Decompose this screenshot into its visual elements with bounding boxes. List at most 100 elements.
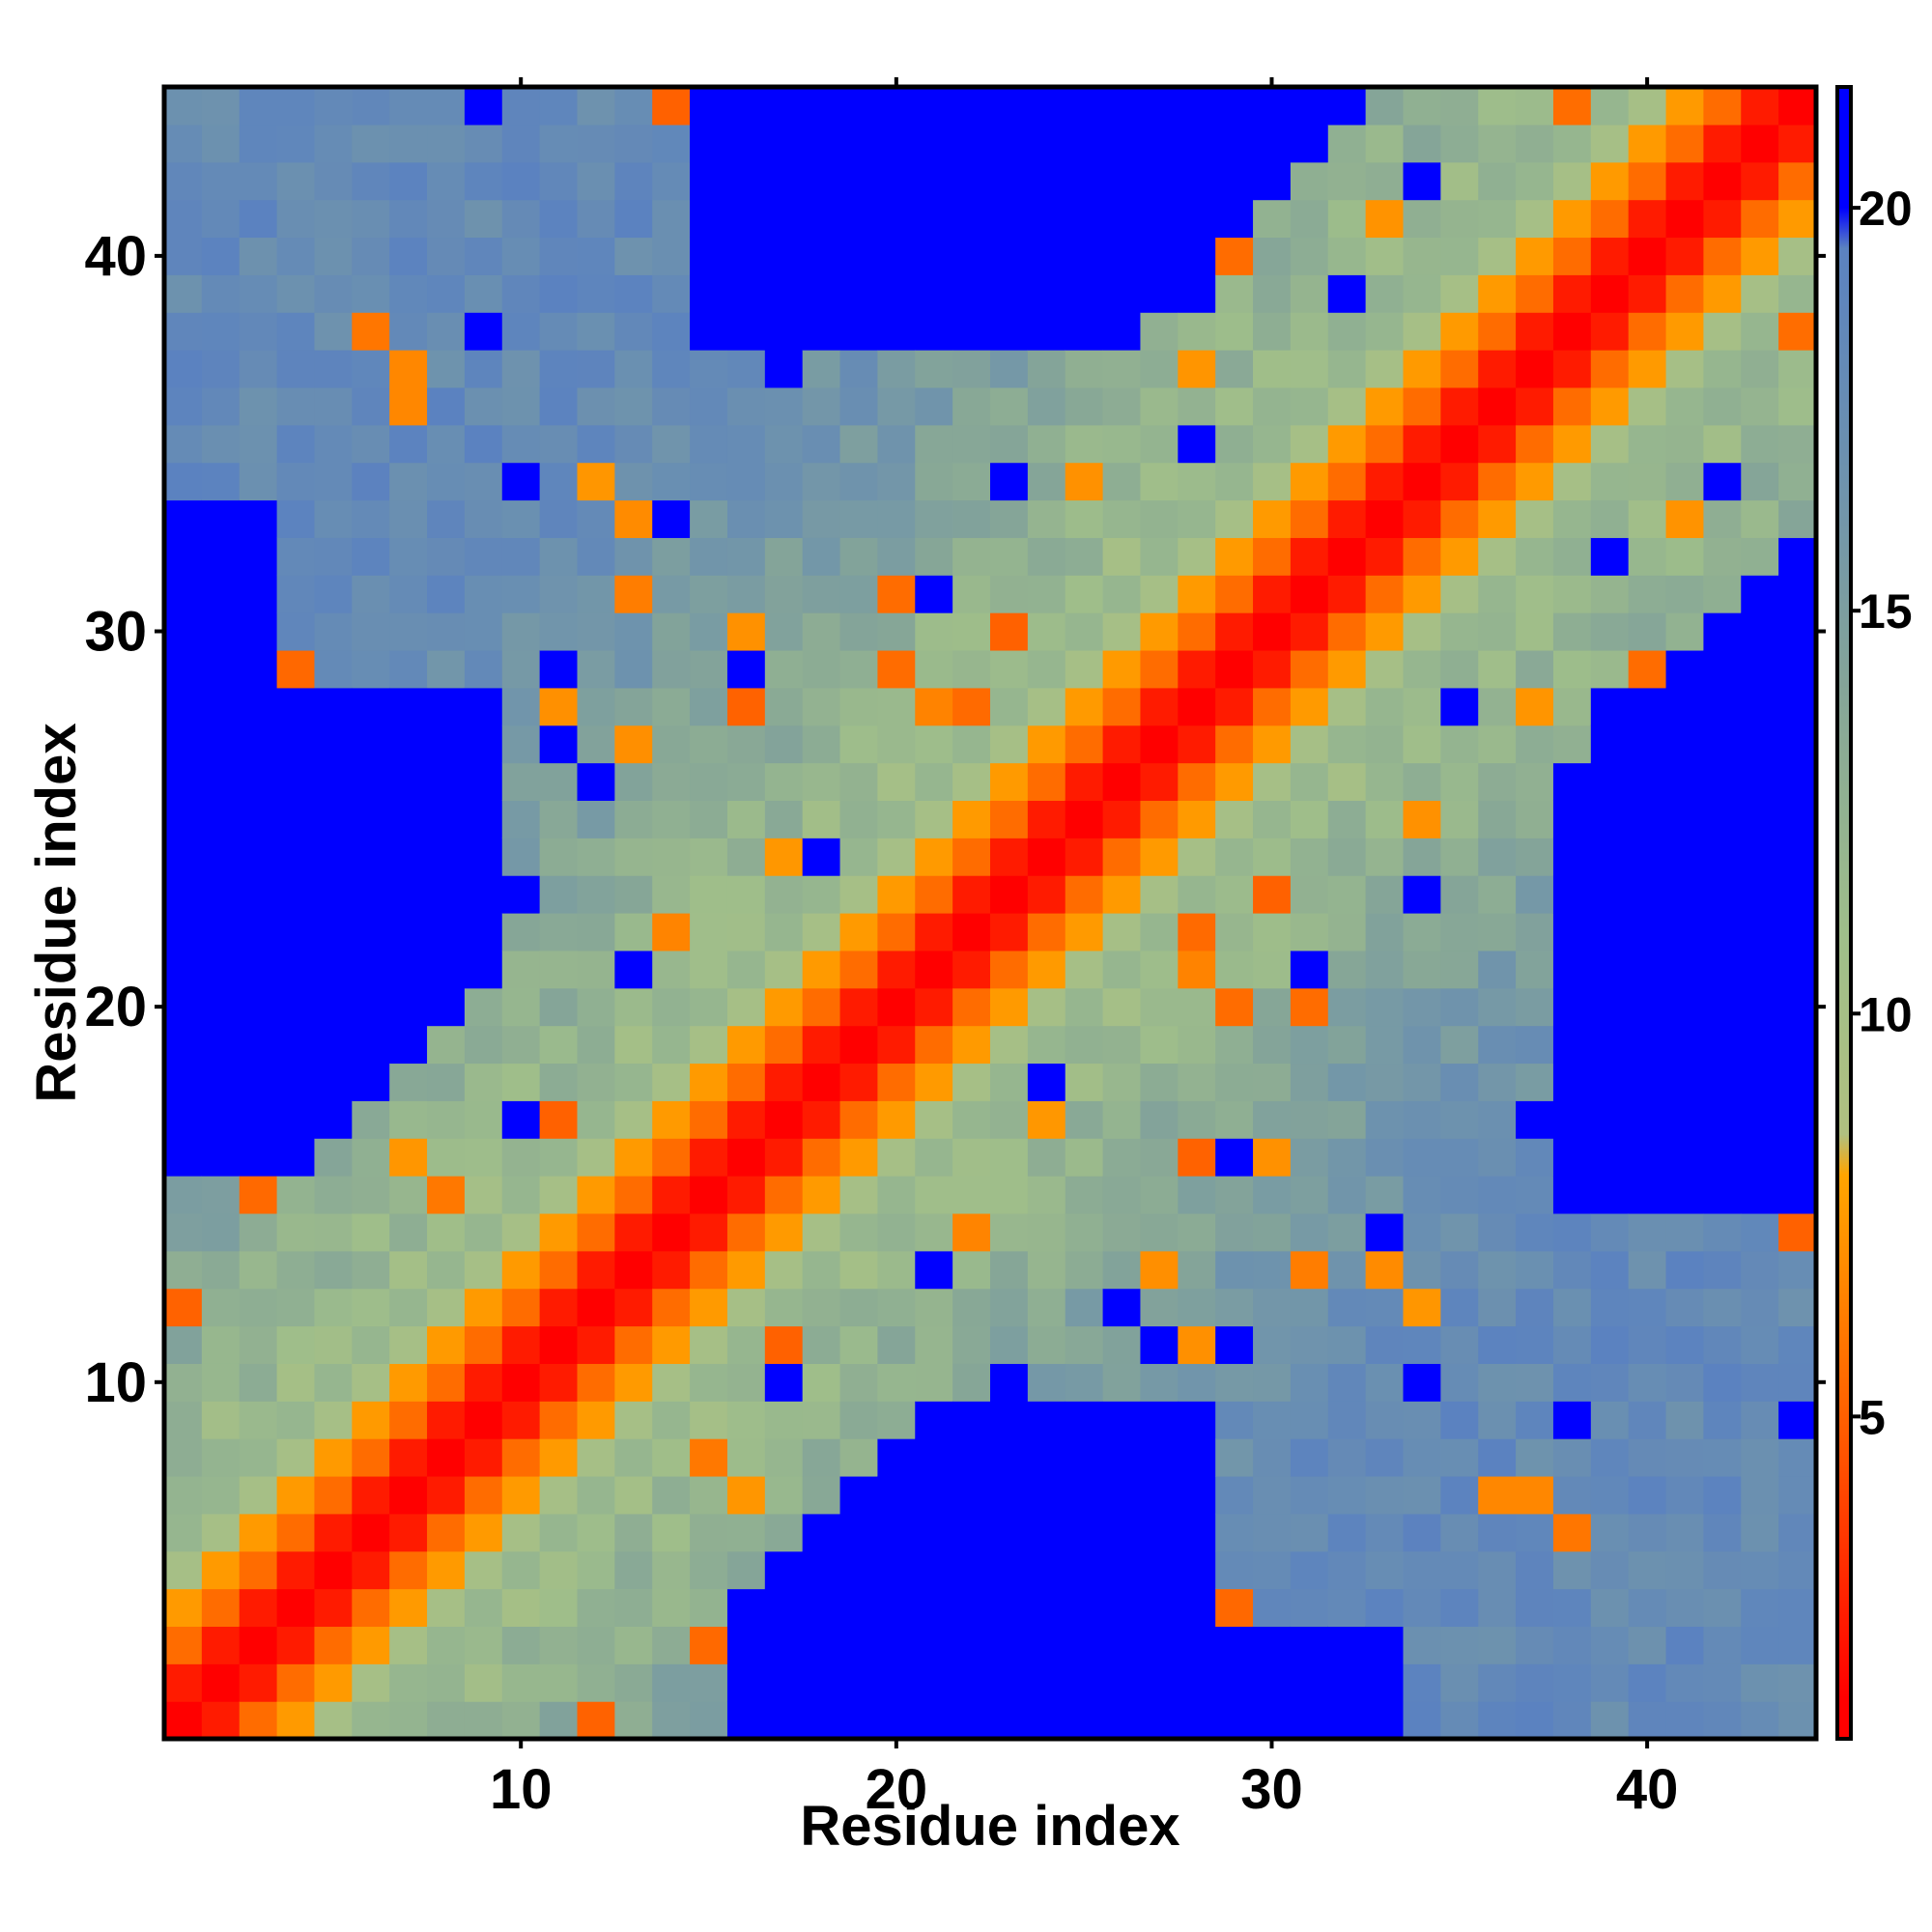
heatmap-cell [314, 1550, 353, 1590]
heatmap-cell [1778, 1513, 1817, 1552]
heatmap-cell [427, 1250, 466, 1290]
heatmap-cell [915, 649, 953, 689]
heatmap-cell [352, 762, 390, 802]
heatmap-cell [464, 950, 503, 989]
heatmap-cell [1065, 199, 1104, 239]
heatmap-cell [239, 161, 278, 201]
heatmap-cell [1290, 838, 1329, 876]
heatmap-cell [1440, 124, 1479, 163]
heatmap-cell [314, 687, 353, 726]
heatmap-cell [690, 1100, 728, 1139]
heatmap-cell [352, 875, 390, 914]
heatmap-cell [1665, 1063, 1705, 1101]
heatmap-cell [501, 1288, 541, 1327]
heatmap-cell [1628, 1588, 1667, 1628]
heatmap-cell [1778, 724, 1817, 764]
heatmap-cell [314, 1025, 353, 1065]
heatmap-cell [352, 1138, 390, 1177]
heatmap-cell [501, 724, 541, 764]
heatmap-cell [1253, 950, 1292, 989]
heatmap-cell [952, 274, 991, 313]
heatmap-cell [1365, 312, 1405, 351]
heatmap-cell [1027, 950, 1066, 989]
heatmap-cell [915, 1063, 953, 1101]
heatmap-cell [1290, 1588, 1329, 1628]
heatmap-cell [164, 762, 203, 802]
heatmap-cell [1778, 1250, 1817, 1290]
heatmap-cell [1516, 161, 1554, 201]
heatmap-cell [877, 1626, 916, 1664]
heatmap-cell [726, 386, 766, 426]
heatmap-cell [1778, 1025, 1817, 1065]
heatmap-cell [314, 499, 353, 538]
heatmap-cell [427, 1663, 466, 1702]
heatmap-cell [1365, 237, 1405, 275]
heatmap-cell [1290, 1325, 1329, 1364]
heatmap-cell [577, 1325, 615, 1364]
heatmap-cell [164, 199, 203, 239]
heatmap-cell [1027, 1626, 1066, 1664]
heatmap-cell [1215, 1176, 1254, 1214]
heatmap-cell [1027, 312, 1066, 351]
heatmap-cell [990, 161, 1029, 201]
heatmap-cell [1516, 124, 1554, 163]
heatmap-cell [427, 87, 466, 126]
heatmap-cell [314, 800, 353, 838]
heatmap-cell [1253, 1288, 1292, 1327]
heatmap-cell [389, 1325, 428, 1364]
heatmap-cell [1703, 612, 1742, 651]
heatmap-cell [839, 1250, 879, 1290]
heatmap-cell [1665, 274, 1705, 313]
heatmap-cell [1065, 612, 1104, 651]
heatmap-cell [1178, 1250, 1216, 1290]
heatmap-cell [1478, 1138, 1517, 1177]
heatmap-cell [614, 1212, 653, 1252]
heatmap-cell [1327, 1363, 1367, 1402]
heatmap-cell [839, 762, 879, 802]
heatmap-cell [690, 1025, 728, 1065]
heatmap-cell [1440, 987, 1479, 1027]
heatmap-cell [1365, 762, 1405, 802]
heatmap-cell [1665, 312, 1705, 351]
heatmap-cell [877, 161, 916, 201]
heatmap-cell [915, 1401, 953, 1439]
heatmap-cell [1215, 1138, 1254, 1177]
heatmap-cell [1403, 199, 1441, 239]
heatmap-cell [1065, 575, 1104, 613]
heatmap-cell [990, 1401, 1029, 1439]
heatmap-cell [1403, 1288, 1441, 1327]
heatmap-cell [1027, 1176, 1066, 1214]
heatmap-cell [577, 1701, 615, 1740]
heatmap-cell [652, 424, 691, 464]
heatmap-cell [1552, 724, 1592, 764]
heatmap-cell [1403, 1438, 1441, 1477]
heatmap-cell [952, 124, 991, 163]
heatmap-cell [1552, 350, 1592, 388]
heatmap-cell [352, 124, 390, 163]
heatmap-cell [389, 1626, 428, 1664]
heatmap-cell [1065, 1363, 1104, 1402]
heatmap-cell [839, 575, 879, 613]
heatmap-cell [1027, 199, 1066, 239]
heatmap-cell [990, 1588, 1029, 1628]
heatmap-cell [201, 1513, 241, 1552]
heatmap-cell [501, 1701, 541, 1740]
heatmap-cell [1590, 1250, 1630, 1290]
heatmap-cell [1440, 161, 1479, 201]
heatmap-cell [352, 1588, 390, 1628]
heatmap-cell [239, 987, 278, 1027]
heatmap-cell [690, 1663, 728, 1702]
heatmap-cell [501, 1063, 541, 1101]
heatmap-cell [352, 1325, 390, 1364]
heatmap-cell [1403, 913, 1441, 952]
heatmap-cell [1516, 1288, 1554, 1327]
heatmap-cell [1440, 612, 1479, 651]
heatmap-cell [1665, 1438, 1705, 1477]
heatmap-cell [764, 800, 804, 838]
heatmap-cell [164, 838, 203, 876]
heatmap-cell [726, 1550, 766, 1590]
heatmap-cell [389, 386, 428, 426]
heatmap-cell [1628, 462, 1667, 501]
heatmap-cell [990, 124, 1029, 163]
heatmap-cell [1741, 1250, 1779, 1290]
